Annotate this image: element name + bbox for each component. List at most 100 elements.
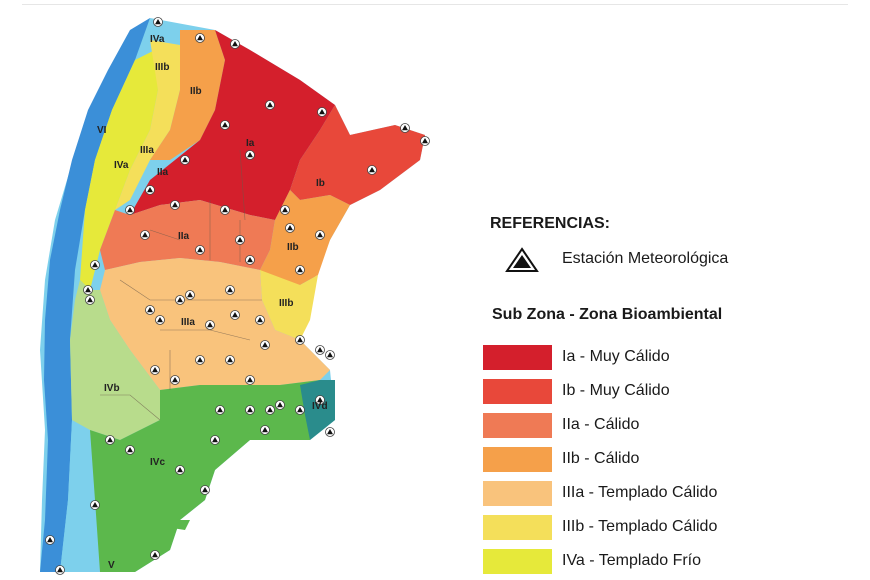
- zone-IIIb: [115, 40, 180, 210]
- zone-label: Ib: [316, 178, 325, 189]
- zone-label: IIIb: [279, 298, 293, 309]
- station-marker: [222, 122, 228, 128]
- station-marker: [217, 407, 223, 413]
- station-marker: [297, 267, 303, 273]
- zone-label: IIIb: [155, 62, 169, 73]
- station-marker: [197, 35, 203, 41]
- station-marker: [147, 187, 153, 193]
- zone-label: IVa: [150, 34, 165, 45]
- island: [172, 520, 190, 530]
- zone-label: IVd: [312, 401, 328, 412]
- station-marker: [142, 232, 148, 238]
- station-marker: [247, 257, 253, 263]
- station-marker: [157, 317, 163, 323]
- zone-IIIa: [100, 258, 330, 390]
- legend-item: Ia - Muy Cálido: [483, 345, 863, 371]
- station-marker: [177, 467, 183, 473]
- province-borders: [100, 149, 262, 421]
- legend-label: IIIa - Templado Cálido: [562, 484, 718, 501]
- legend-label: IIb - Cálido: [562, 450, 640, 467]
- station-marker: [172, 202, 178, 208]
- zone-label: V: [108, 560, 115, 571]
- zone-IIa: [100, 200, 275, 270]
- zone-Ib: [290, 105, 425, 205]
- station-marker: [297, 337, 303, 343]
- station-marker: [57, 567, 63, 573]
- station-marker: [202, 487, 208, 493]
- station-marker: [127, 447, 133, 453]
- station-marker: [177, 297, 183, 303]
- station-marker: [207, 322, 213, 328]
- zone-label: IIa: [157, 167, 169, 178]
- station-marker: [92, 502, 98, 508]
- legend-swatch: [483, 345, 552, 370]
- zone-label: IIb: [287, 242, 299, 253]
- legend-swatch: [483, 481, 552, 506]
- station-marker: [369, 167, 375, 173]
- station-marker: [257, 317, 263, 323]
- station-marker: [287, 225, 293, 231]
- zone-Ia: [130, 30, 335, 220]
- station-marker: [172, 377, 178, 383]
- station-marker: [227, 287, 233, 293]
- zone-label: IIa: [178, 231, 190, 242]
- station-marker: [222, 207, 228, 213]
- legend-label: IIIb - Templado Cálido: [562, 518, 718, 535]
- station-marker: [422, 138, 428, 144]
- station-marker: [87, 297, 93, 303]
- station-label: Estación Meteorológica: [562, 250, 729, 267]
- station-marker: [197, 247, 203, 253]
- station-marker: [232, 312, 238, 318]
- station-marker: [182, 157, 188, 163]
- station-marker: [247, 407, 253, 413]
- legend-item: IVa - Templado Frío: [483, 549, 863, 575]
- zone-label: IIb: [190, 86, 202, 97]
- map-legend: REFERENCIAS: Estación Meteorológica Sub …: [483, 0, 863, 580]
- station-marker: [327, 429, 333, 435]
- station-marker: [147, 307, 153, 313]
- legend-swatch: [483, 549, 552, 574]
- legend-label: Ib - Muy Cálido: [562, 382, 670, 399]
- station-marker: [317, 347, 323, 353]
- station-marker: [155, 19, 161, 25]
- zone-IIIb-east: [260, 270, 318, 340]
- legend-swatch: [483, 515, 552, 540]
- legend-label: Ia - Muy Cálido: [562, 348, 670, 365]
- station-marker: [197, 357, 203, 363]
- zone-labels: IVa IIIb IIb VI IIIa Ia IVa IIa Ib IIa I…: [97, 34, 328, 571]
- zone-label: IIIa: [181, 317, 195, 328]
- zone-label: IVb: [104, 383, 120, 394]
- zone-VI: [40, 18, 150, 572]
- legend-swatch: [483, 379, 552, 404]
- zones-title: Sub Zona - Zona Bioambiental: [492, 306, 723, 323]
- zone-label: IVa: [114, 160, 129, 171]
- station-marker: [85, 287, 91, 293]
- legend-item: IIa - Cálido: [483, 413, 863, 439]
- legend-item: Ib - Muy Cálido: [483, 379, 863, 405]
- zone-label: VI: [97, 125, 107, 136]
- station-marker: [212, 437, 218, 443]
- station-marker: [47, 537, 53, 543]
- station-marker: [317, 397, 323, 403]
- triangle-station-icon: [505, 247, 539, 272]
- station-marker: [227, 357, 233, 363]
- weather-stations: [45, 17, 430, 575]
- station-marker: [152, 552, 158, 558]
- station-marker: [277, 402, 283, 408]
- zone-label: Ia: [246, 138, 255, 149]
- station-marker: [232, 41, 238, 47]
- station-marker: [152, 367, 158, 373]
- station-marker: [187, 292, 193, 298]
- legend-swatch: [483, 413, 552, 438]
- zone-label: IVc: [150, 457, 165, 468]
- station-marker: [282, 207, 288, 213]
- zone-IVd: [300, 380, 335, 440]
- legend-item: IIb - Cálido: [483, 447, 863, 473]
- station-marker: [237, 237, 243, 243]
- station-marker: [247, 377, 253, 383]
- zone-IVa: [80, 50, 158, 290]
- legend-item: IIIb - Templado Cálido: [483, 515, 863, 541]
- legend-swatch: [483, 447, 552, 472]
- zone-label: IIIa: [140, 145, 154, 156]
- station-marker: [92, 262, 98, 268]
